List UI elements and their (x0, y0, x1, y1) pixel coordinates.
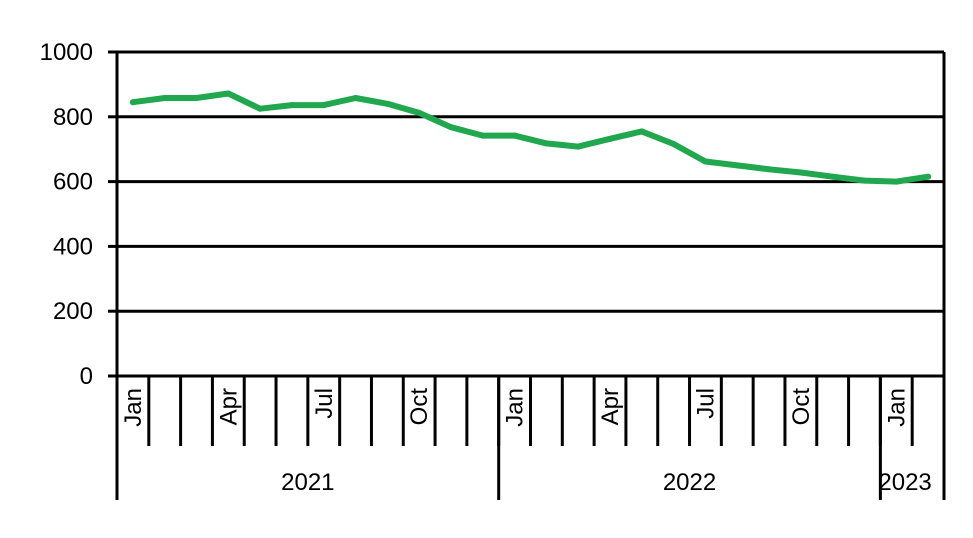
data-point (734, 162, 741, 169)
data-point (797, 169, 804, 176)
y-tick-label: 800 (53, 104, 93, 131)
x-tick-label: Jul (692, 388, 719, 419)
data-point (925, 173, 932, 180)
x-tick-label: Apr (215, 388, 242, 425)
y-tick-label: 1000 (40, 39, 93, 66)
x-tick-label: Oct (788, 388, 815, 426)
data-point (829, 173, 836, 180)
data-point (161, 95, 168, 102)
data-point (893, 178, 900, 185)
y-tick-label: 600 (53, 169, 93, 196)
data-point (861, 177, 868, 184)
x-tick-label: Jan (883, 388, 910, 427)
data-point (288, 102, 295, 109)
data-point (225, 90, 232, 97)
data-point (479, 132, 486, 139)
data-point (543, 140, 550, 147)
data-point (129, 99, 136, 106)
year-label: 2022 (663, 469, 716, 496)
axes (108, 52, 946, 500)
data-point (447, 124, 454, 131)
year-label: 2023 (878, 469, 931, 496)
x-tick-label: Jul (311, 388, 338, 419)
data-point (511, 132, 518, 139)
data-point (416, 109, 423, 116)
data-point (638, 128, 645, 135)
year-label: 2021 (281, 469, 334, 496)
gridlines (117, 50, 944, 313)
data-point (352, 95, 359, 102)
series-line (129, 90, 932, 185)
x-axis-categories: Jan Apr Jul Oct Jan Apr Jul Oct Jan 2021 2022 2023 (120, 376, 932, 500)
x-tick-label: Apr (597, 388, 624, 425)
y-tick-label: 400 (53, 233, 93, 260)
x-tick-label: Oct (406, 388, 433, 426)
data-point (702, 158, 709, 165)
data-point (607, 135, 614, 142)
y-tick-label: 200 (53, 298, 93, 325)
data-point (257, 105, 264, 112)
data-point (575, 143, 582, 150)
data-point (384, 100, 391, 107)
data-point (670, 141, 677, 148)
series-layer (129, 90, 932, 185)
data-point (320, 102, 327, 109)
data-point (193, 95, 200, 102)
y-tick-label: 0 (80, 363, 93, 390)
x-tick-label: Jan (502, 388, 529, 427)
data-point (766, 166, 773, 173)
x-tick-label: Jan (120, 388, 147, 427)
y-axis-ticks: 0 200 400 600 800 1000 (40, 39, 117, 390)
